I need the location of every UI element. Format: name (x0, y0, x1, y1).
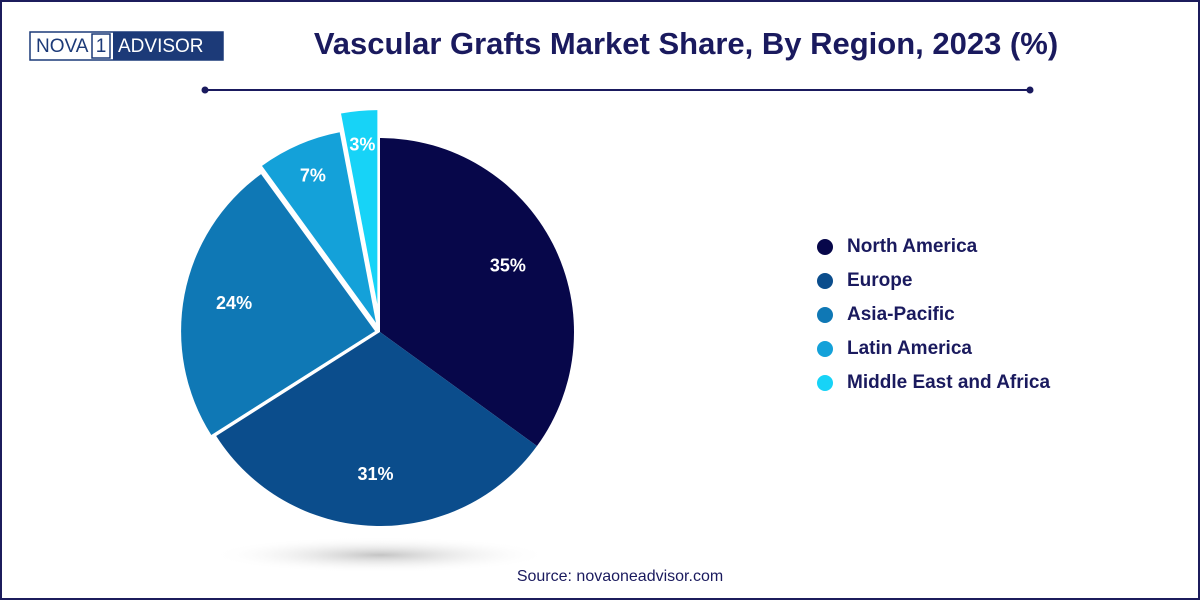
legend-swatch (817, 375, 833, 391)
value-label: 7% (300, 166, 326, 186)
source: Source: novaoneadvisor.com (517, 568, 723, 585)
pie-slice (261, 132, 377, 323)
rule-dot (201, 86, 209, 94)
pie-slice (380, 138, 574, 447)
legend-swatch (817, 273, 833, 289)
pie-shadow (210, 537, 550, 573)
value-label: 3% (349, 135, 375, 155)
legend-swatch (817, 307, 833, 323)
logo-band (113, 32, 223, 60)
chart-title: Vascular Grafts Market Share, By Region,… (314, 26, 1058, 61)
logo-text: ADVISOR (118, 36, 204, 57)
value-label: 35% (490, 256, 526, 276)
logo: NOVA 1 ADVISOR (29, 31, 224, 61)
pie-slice (216, 332, 537, 526)
legend-label: North America (847, 236, 978, 257)
logo-text: NOVA (36, 36, 89, 57)
value-label: 24% (216, 293, 252, 313)
legend-label: Europe (847, 270, 912, 291)
pie-slice (181, 174, 376, 436)
legend: North America Europe Asia-Pacific Latin Ame… (817, 236, 1050, 393)
rule-dot (1026, 86, 1034, 94)
pie-slice (341, 110, 378, 305)
legend-label: Asia-Pacific (847, 304, 955, 325)
legend-swatch (817, 239, 833, 255)
value-label: 31% (357, 464, 393, 484)
logo-mark (91, 33, 111, 59)
logo-text: 1 (96, 36, 107, 57)
legend-label: Latin America (847, 338, 972, 359)
legend-label: Middle East and Africa (847, 372, 1050, 393)
legend-swatch (817, 341, 833, 357)
pie: 35% 31% 24% 7% 3% (181, 110, 574, 526)
